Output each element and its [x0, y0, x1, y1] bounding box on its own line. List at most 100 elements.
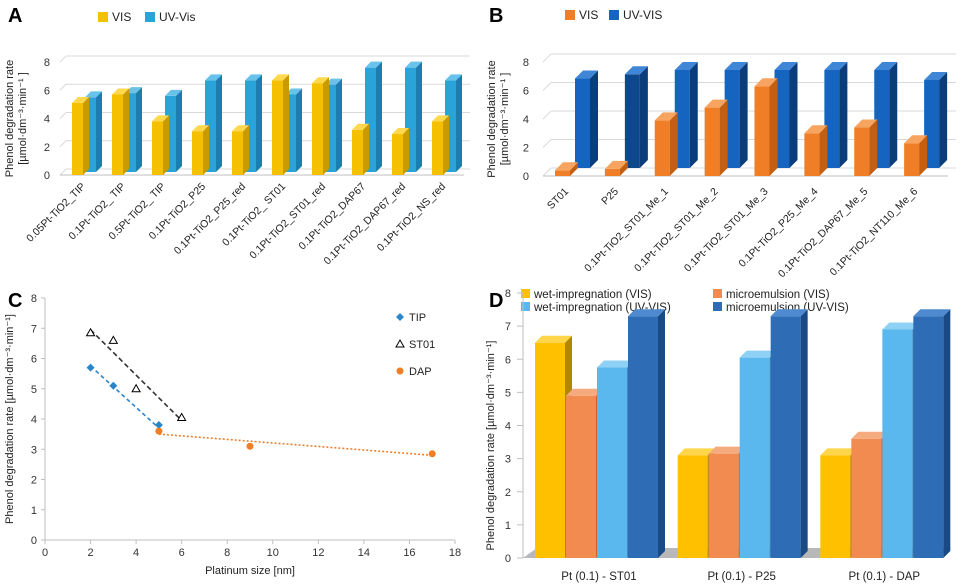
- x-tick-label-c: 14: [358, 547, 370, 559]
- x-tick-label-b: 0.1Pt-TiO2_ST01_Me_1: [582, 186, 671, 275]
- x-tick-label-b: 0.1Pt-TiO2_DAP67_Me_5: [776, 186, 871, 281]
- y-tick-label-d: 1: [505, 520, 511, 532]
- gridline-b-diag: [542, 82, 552, 91]
- chart-b: B 0 2 4 6 8 Phenol degradation rate [µmol·dm⁻³…: [486, 5, 956, 281]
- x-tick-label-c: 6: [179, 547, 185, 559]
- y-axis-label-b-units: [µmol·dm⁻³·min⁻¹ ]: [499, 73, 511, 166]
- legend-label-d: microemulsion (UV-VIS): [726, 302, 849, 314]
- bar-b-uv-vis: [774, 62, 798, 168]
- y-axis-label-d: Phenol degradation rate [µmol·dm⁻³·min⁻¹…: [485, 341, 497, 551]
- legend-label-b-uv-vis: UV-VIS: [623, 8, 662, 22]
- legend-swatch-b-vis: [565, 10, 575, 20]
- bar-b-uv-vis: [575, 70, 598, 168]
- y-tick-label-d: 7: [505, 321, 511, 333]
- bar-b-vis: [604, 160, 628, 176]
- legend-label-st01: ST01: [409, 339, 435, 351]
- bar-uv-vis: [325, 78, 342, 172]
- bar-uv-vis: [125, 87, 142, 172]
- y-tick-label-b: 8: [523, 57, 529, 69]
- y-tick-label-a: 6: [44, 85, 50, 97]
- x-tick-label-a: 0.1Pt-TiO2_P25_red: [172, 181, 248, 257]
- y-tick-label-d: 0: [505, 553, 511, 565]
- y-tick-label-c: 5: [31, 384, 37, 396]
- bar-uv-vis: [405, 61, 422, 172]
- x-tick-label-a: 0.1Pt-TiO2_ST01_red: [247, 181, 328, 262]
- x-tick-label-c: 4: [133, 547, 139, 559]
- chart-a: A 0 2 4 6 8 Phenol degradation rate [µmol·dm⁻³…: [4, 5, 470, 267]
- y-tick-label-d: 6: [505, 354, 511, 366]
- legend-label-dap: DAP: [409, 366, 432, 378]
- panel-letter-d: D: [489, 290, 503, 312]
- x-tick-label-d: Pt (0.1) - ST01: [561, 571, 636, 583]
- bar-b-uv-vis: [824, 62, 848, 168]
- y-tick-label-c: 0: [31, 535, 37, 547]
- gridline-a-diag: [59, 140, 67, 148]
- x-tick-label-a: 0.1Pt-TiO2_NS_red: [375, 181, 449, 255]
- point-st01: [176, 412, 187, 421]
- y-tick-label-c: 4: [31, 414, 37, 426]
- point-dap: [428, 450, 436, 458]
- x-tick-label-a: 0.1Pt-TiO2_DAP67: [296, 181, 368, 253]
- bar-vis: [392, 128, 409, 175]
- y-tick-label-a: 0: [44, 170, 50, 182]
- bar-b-uv-vis: [624, 66, 648, 168]
- bar-vis: [352, 123, 369, 175]
- legend-marker-tip: [396, 313, 404, 321]
- x-tick-label-c: 18: [449, 547, 461, 559]
- gridline-b-diag: [542, 139, 552, 148]
- legend-swatch-d: [713, 302, 722, 311]
- y-tick-label-c: 7: [31, 323, 37, 335]
- bar-vis: [272, 74, 289, 175]
- bar-uv-vis: [445, 74, 462, 172]
- y-tick-label-d: 3: [505, 454, 511, 466]
- x-tick-label-b: P25: [599, 186, 621, 208]
- y-tick-label-c: 1: [31, 505, 37, 517]
- trendline-tip: [90, 365, 160, 429]
- bar-uv-vis: [365, 61, 382, 172]
- panel-a: A 0 2 4 6 8 Phenol degradation rate [µmol·dm⁻³…: [0, 0, 481, 285]
- legend-label-uv-vis: UV-Vis: [159, 10, 195, 24]
- point-tip: [154, 421, 163, 430]
- bar-b-uv-vis: [724, 62, 748, 168]
- x-tick-label-b: 0.1Pt-TiO2_ST01_Me_3: [682, 186, 771, 275]
- gridline-b-diag: [542, 110, 552, 120]
- bar-b-vis: [904, 135, 928, 176]
- x-tick-label-c: 10: [267, 547, 279, 559]
- x-tick-label-c: 12: [312, 547, 324, 559]
- bar-uv-vis: [285, 88, 302, 172]
- y-tick-label-c: 8: [31, 293, 37, 305]
- point-tip: [109, 381, 118, 390]
- y-tick-label-d: 8: [505, 288, 511, 300]
- y-axis-label-a: Phenol degradation rate: [4, 60, 16, 177]
- legend-label-vis: VIS: [112, 10, 131, 24]
- legend-swatch-d: [521, 289, 530, 298]
- point-tip: [86, 363, 95, 372]
- x-tick-label-b: ST01: [545, 186, 571, 212]
- panel-d: D wet-impregnation (VIS) microemulsion (V…: [481, 285, 962, 584]
- bar-vis: [432, 115, 449, 175]
- chart-d: D wet-impregnation (VIS) microemulsion (V…: [485, 288, 951, 583]
- legend-label-b-vis: VIS: [579, 8, 598, 22]
- bar-b-vis: [804, 125, 828, 176]
- y-axis-label-b: Phenol degradation rate: [486, 60, 498, 177]
- y-tick-label-c: 2: [31, 475, 37, 487]
- legend-label-d: wet-impregnation (VIS): [533, 289, 652, 301]
- bar-b-vis: [704, 99, 728, 176]
- y-tick-label-a: 2: [44, 142, 50, 154]
- legend-label-d: microemulsion (VIS): [726, 289, 830, 301]
- panel-letter-b: B: [489, 5, 503, 27]
- gridline-a-diag: [59, 168, 67, 176]
- bar-vis: [112, 88, 129, 175]
- y-tick-label-d: 4: [505, 421, 511, 433]
- panel-letter-a: A: [8, 5, 22, 27]
- x-tick-label-b: 0.1Pt-TiO2_NT110_Me_6: [828, 186, 921, 279]
- legend-swatch-d: [713, 289, 722, 298]
- bar-b-vis: [754, 78, 778, 176]
- trendline-dap: [158, 433, 433, 457]
- bar-b-uv-vis: [674, 62, 698, 168]
- x-tick-label-d: Pt (0.1) - P25: [707, 571, 775, 583]
- bar-b-vis: [555, 162, 578, 176]
- bar-d-series-3: [770, 309, 808, 558]
- bar-uv-vis: [205, 74, 222, 172]
